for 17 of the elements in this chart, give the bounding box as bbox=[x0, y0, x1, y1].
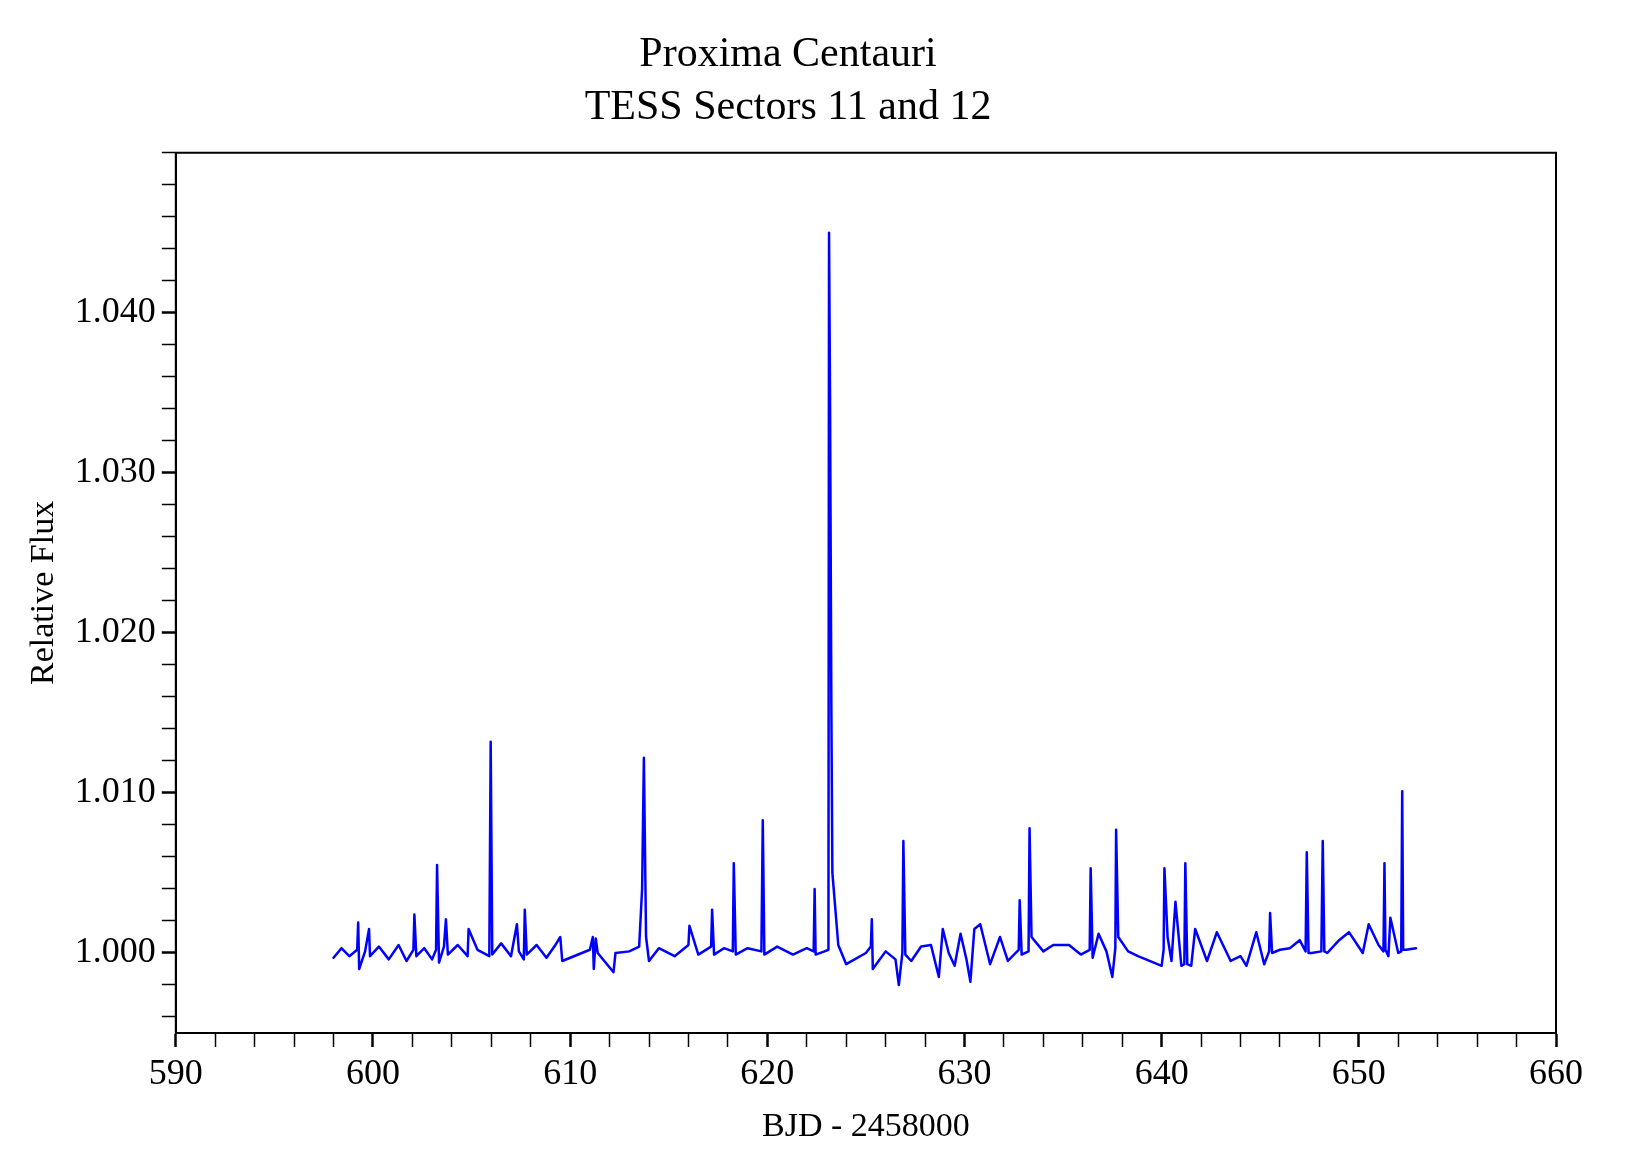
x-tick-label: 630 bbox=[937, 1052, 992, 1093]
x-axis-title: BJD - 2458000 bbox=[762, 1105, 970, 1143]
chart-subtitle: TESS Sectors 11 and 12 bbox=[584, 81, 992, 128]
x-tick-label: 660 bbox=[1529, 1052, 1583, 1093]
x-tick-label: 600 bbox=[345, 1052, 400, 1093]
y-tick-label: 1.040 bbox=[74, 290, 156, 331]
x-tick-label: 620 bbox=[740, 1052, 795, 1093]
x-tick-label: 640 bbox=[1134, 1052, 1189, 1093]
y-tick-label: 1.020 bbox=[74, 610, 156, 651]
x-tick-label: 610 bbox=[543, 1052, 598, 1093]
y-axis-title: Relative Flux bbox=[23, 500, 61, 685]
x-tick-label: 650 bbox=[1331, 1052, 1386, 1093]
y-tick-label: 1.010 bbox=[74, 770, 156, 811]
x-tick-label: 590 bbox=[148, 1052, 203, 1093]
y-tick-label: 1.000 bbox=[74, 930, 156, 971]
y-tick-label: 1.030 bbox=[74, 450, 156, 491]
chart-title: Proxima Centauri bbox=[639, 29, 937, 76]
